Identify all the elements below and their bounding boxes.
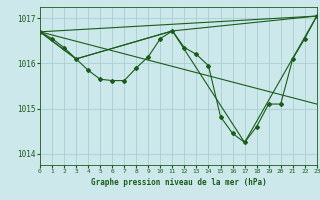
X-axis label: Graphe pression niveau de la mer (hPa): Graphe pression niveau de la mer (hPa)	[91, 178, 266, 187]
